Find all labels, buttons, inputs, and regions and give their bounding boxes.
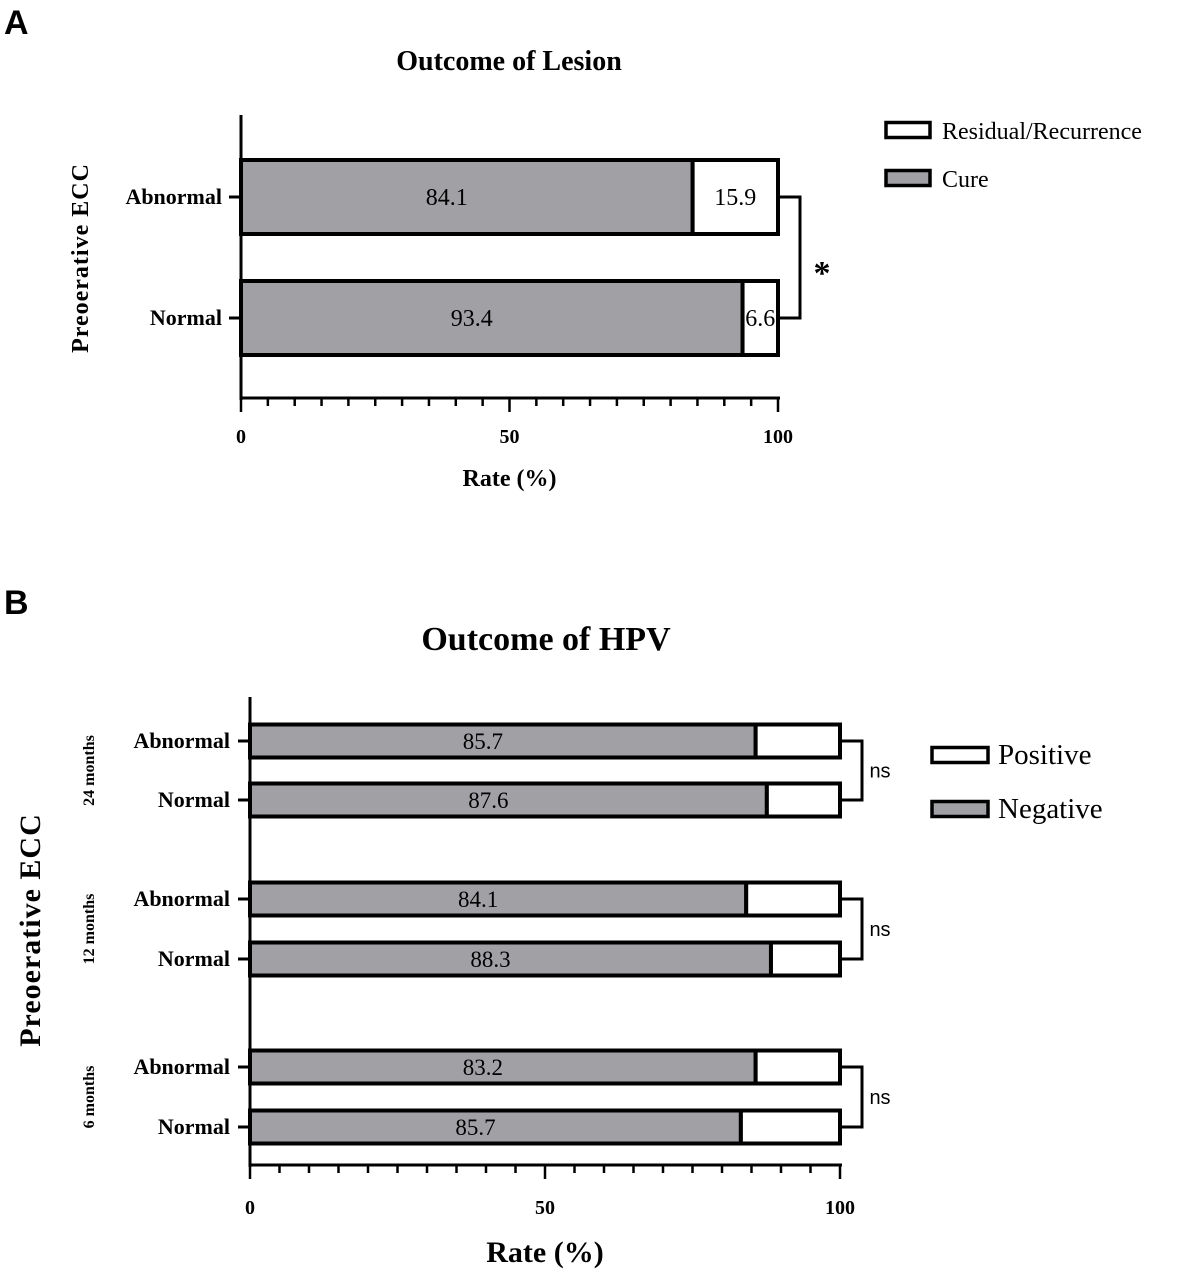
bar-segment-negative (248, 880, 749, 918)
legend-swatch (884, 168, 932, 188)
y-category-label: Normal (158, 946, 230, 971)
bar-segment-negative (248, 1108, 743, 1146)
y-category-label: Normal (158, 1114, 230, 1139)
bar-segment-positive (744, 880, 842, 918)
bar-segment-positive (753, 1048, 843, 1086)
bar-value-label: 84.1 (426, 185, 468, 211)
legend-swatch (884, 120, 932, 140)
x-axis-label: Rate (%) (463, 466, 557, 492)
y-category-label: Normal (150, 305, 222, 330)
x-tick-label: 0 (245, 1197, 255, 1219)
significance-bracket (842, 1065, 864, 1129)
y-category-label: Abnormal (133, 886, 230, 911)
bar-value-label: 87.6 (468, 788, 508, 813)
x-tick-label: 0 (236, 426, 246, 448)
bar-value-label: 83.2 (463, 1055, 503, 1080)
y-category-label: Abnormal (133, 728, 230, 753)
bar-segment-negative (248, 722, 758, 760)
significance-bracket (842, 739, 864, 802)
chart-lesion: Outcome of Lesion 0 50 100 Rate (%) Preoerati… (68, 46, 1142, 492)
legend-label: Residual/Recurrence (942, 119, 1142, 145)
y-category-label: Abnormal (125, 184, 222, 209)
y-category-label: Normal (158, 787, 230, 812)
bar-segment-cure (239, 158, 695, 236)
bar-segment-positive (738, 1108, 843, 1146)
bar-segment-positive (768, 940, 842, 978)
bar-segment-positive (753, 722, 843, 760)
x-axis-label: Rate (%) (486, 1236, 603, 1269)
bar-segment-negative (248, 781, 769, 819)
group-label: 6 months (81, 1066, 98, 1129)
bar-segment-residual-recurrence (740, 279, 780, 357)
group-label: 24 months (81, 735, 98, 806)
bar-value-label: 84.1 (458, 887, 498, 912)
bar-value-label: 85.7 (455, 1115, 495, 1140)
y-axis-label: Preoerative ECC (68, 163, 94, 353)
legend-label: Negative (998, 793, 1103, 825)
bar-value-label: 15.9 (714, 185, 756, 211)
significance-bracket (842, 897, 864, 961)
bar-segment-positive (764, 781, 843, 819)
significance-label: * (814, 255, 831, 292)
legend-swatch (930, 745, 990, 765)
chart-title: Outcome of HPV (421, 621, 671, 658)
y-category-label: Abnormal (133, 1054, 230, 1079)
significance-label: ns (869, 761, 890, 783)
bar-segment-negative (248, 940, 773, 978)
panel-label-A: A (4, 4, 29, 42)
legend-label: Positive (998, 739, 1091, 771)
significance-label: ns (869, 1087, 890, 1109)
chart-hpv: Outcome of HPV 0 50 100 Rate (%) Preoerative … (14, 621, 1103, 1269)
group-label: 12 months (81, 894, 98, 965)
bar-segment-negative (248, 1048, 758, 1086)
panel-label-B: B (4, 584, 29, 622)
x-tick-label: 100 (763, 426, 793, 448)
bar-value-label: 6.6 (745, 306, 775, 332)
y-axis-label: Preoerative ECC (14, 813, 47, 1047)
chart-title: Outcome of Lesion (396, 46, 622, 77)
x-tick-label: 50 (500, 426, 520, 448)
legend-swatch (930, 799, 990, 819)
bar-value-label: 85.7 (463, 729, 503, 754)
significance-label: ns (869, 919, 890, 941)
legend-label: Cure (942, 167, 989, 193)
significance-bracket (780, 195, 802, 320)
x-tick-label: 100 (825, 1197, 855, 1219)
bar-value-label: 88.3 (470, 947, 510, 972)
bar-value-label: 93.4 (451, 306, 493, 332)
bar-segment-residual-recurrence (690, 158, 781, 236)
bar-segment-cure (239, 279, 745, 357)
x-tick-label: 50 (535, 1197, 555, 1219)
